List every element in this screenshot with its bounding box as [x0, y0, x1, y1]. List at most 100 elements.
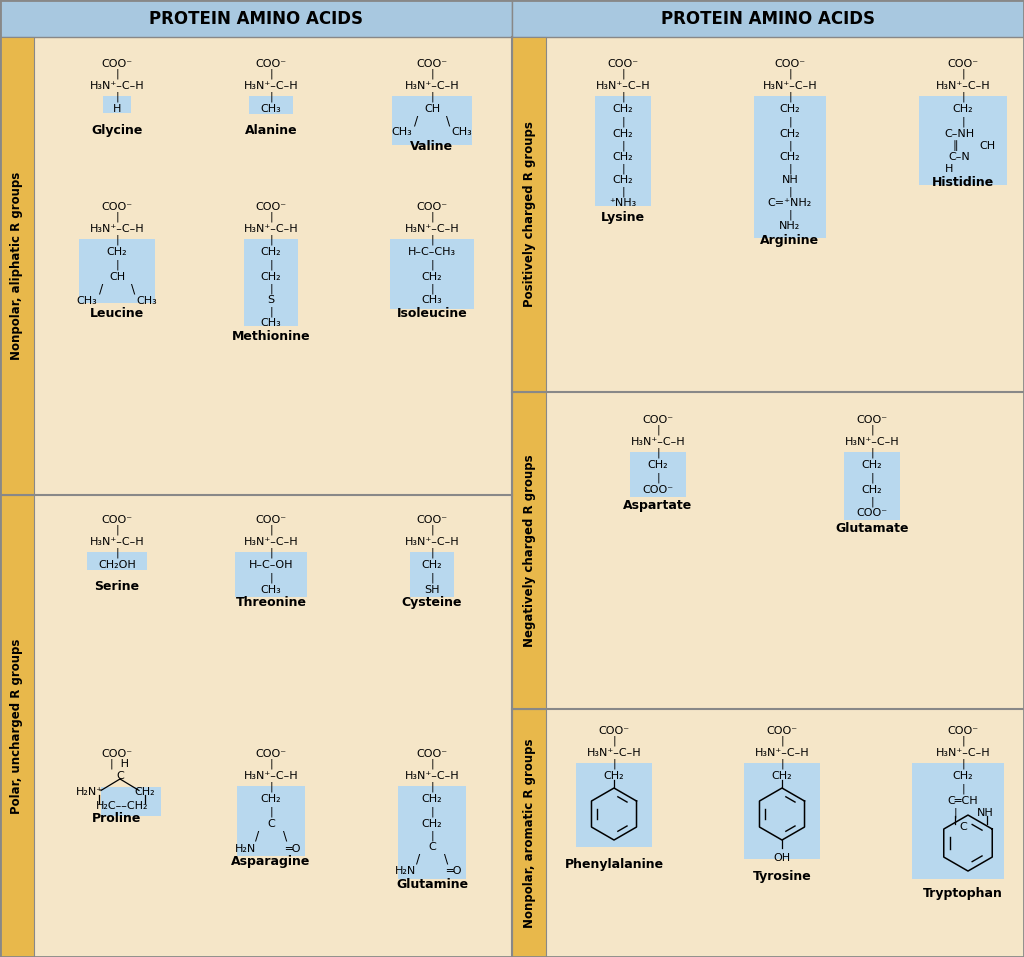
- Text: Tyrosine: Tyrosine: [753, 870, 811, 882]
- Text: H–C–CH₃: H–C–CH₃: [408, 247, 456, 256]
- Text: H₃N⁺–C–H: H₃N⁺–C–H: [244, 224, 298, 234]
- Bar: [912, 763, 1004, 879]
- Text: |: |: [622, 69, 625, 79]
- Text: |: |: [430, 211, 434, 222]
- Text: |: |: [430, 69, 434, 79]
- Text: SH: SH: [424, 585, 439, 595]
- Text: H₂N⁺: H₂N⁺: [76, 788, 102, 797]
- Text: Alanine: Alanine: [245, 124, 297, 137]
- Text: \: \: [131, 283, 135, 296]
- Text: H₂N: H₂N: [395, 866, 417, 877]
- Bar: [244, 239, 298, 325]
- Text: |: |: [430, 573, 434, 584]
- Text: |: |: [962, 736, 965, 746]
- Text: |: |: [612, 759, 615, 769]
- Text: Aspartate: Aspartate: [624, 499, 692, 512]
- Text: |: |: [870, 473, 873, 483]
- Text: H₃N⁺–C–H: H₃N⁺–C–H: [596, 80, 650, 91]
- Text: |: |: [788, 69, 792, 79]
- Text: CH₃: CH₃: [452, 127, 472, 137]
- Bar: [234, 552, 307, 597]
- Text: CH₂: CH₂: [106, 247, 127, 256]
- Text: H₃N⁺–C–H: H₃N⁺–C–H: [936, 747, 990, 758]
- Text: CH₂: CH₂: [422, 819, 442, 829]
- Text: |: |: [115, 92, 119, 102]
- Bar: [512, 0, 1024, 37]
- Text: ═O: ═O: [446, 866, 462, 877]
- Text: CH₂: CH₂: [648, 459, 669, 470]
- Text: /: /: [99, 283, 103, 296]
- Text: |: |: [430, 234, 434, 245]
- Text: CH₂: CH₂: [135, 788, 156, 797]
- Text: H₃N⁺–C–H: H₃N⁺–C–H: [244, 80, 298, 91]
- Text: CH₂: CH₂: [612, 175, 633, 185]
- Text: COO⁻: COO⁻: [255, 749, 287, 759]
- Text: CH₃: CH₃: [261, 103, 282, 114]
- Text: \: \: [283, 830, 287, 843]
- Text: |: |: [269, 211, 272, 222]
- Text: |: |: [430, 759, 434, 769]
- Text: COO⁻: COO⁻: [101, 749, 132, 759]
- Bar: [919, 96, 1007, 186]
- Polygon shape: [592, 788, 637, 840]
- Text: H₃N⁺–C–H: H₃N⁺–C–H: [404, 80, 460, 91]
- Text: Proline: Proline: [92, 812, 141, 825]
- Text: COO⁻: COO⁻: [255, 515, 287, 525]
- Text: |: |: [962, 784, 965, 794]
- Text: NH₂: NH₂: [779, 221, 801, 231]
- Text: H₃N⁺–C–H: H₃N⁺–C–H: [404, 770, 460, 781]
- Text: CH₂: CH₂: [861, 459, 883, 470]
- Text: |: |: [430, 283, 434, 294]
- Text: |: |: [115, 69, 119, 79]
- Polygon shape: [944, 815, 992, 871]
- Text: |  H: | H: [111, 759, 129, 769]
- Text: |: |: [780, 759, 783, 769]
- Text: |: |: [962, 92, 965, 102]
- Text: |: |: [115, 234, 119, 245]
- Text: CH₃: CH₃: [261, 585, 282, 595]
- Text: COO⁻: COO⁻: [856, 508, 888, 518]
- Bar: [595, 96, 651, 206]
- Text: Negatively charged R groups: Negatively charged R groups: [522, 455, 536, 647]
- Text: NH: NH: [977, 808, 993, 817]
- Text: |: |: [269, 283, 272, 294]
- Bar: [744, 763, 820, 858]
- Text: |: |: [269, 547, 272, 558]
- Text: CH₂: CH₂: [861, 485, 883, 495]
- Bar: [392, 96, 472, 145]
- Text: |: |: [953, 808, 956, 818]
- Text: |: |: [622, 141, 625, 151]
- Text: Asparagine: Asparagine: [231, 856, 310, 869]
- Text: CH₂: CH₂: [422, 560, 442, 569]
- Text: H₃N⁺–C–H: H₃N⁺–C–H: [244, 537, 298, 546]
- Text: OH: OH: [773, 853, 791, 863]
- Text: \: \: [443, 853, 449, 866]
- Text: |: |: [622, 117, 625, 127]
- Bar: [0, 0, 512, 37]
- Text: |: |: [269, 69, 272, 79]
- Text: COO⁻: COO⁻: [947, 59, 979, 69]
- Bar: [754, 96, 826, 238]
- Text: |: |: [430, 92, 434, 102]
- Text: /: /: [255, 830, 259, 843]
- Bar: [87, 552, 147, 570]
- Bar: [844, 452, 900, 520]
- Bar: [101, 787, 161, 816]
- Text: H₃N⁺–C–H: H₃N⁺–C–H: [763, 80, 817, 91]
- Text: Glutamate: Glutamate: [836, 522, 908, 535]
- Text: CH₂: CH₂: [612, 129, 633, 139]
- Text: COO⁻: COO⁻: [642, 415, 674, 425]
- Text: |: |: [269, 782, 272, 792]
- Text: CH₂OH: CH₂OH: [98, 560, 136, 569]
- Text: COO⁻: COO⁻: [255, 202, 287, 212]
- Text: ═O: ═O: [286, 843, 301, 854]
- Text: Tryptophan: Tryptophan: [923, 886, 1002, 900]
- Text: Threonine: Threonine: [236, 596, 306, 609]
- Text: NH: NH: [781, 175, 799, 185]
- Text: Glutamine: Glutamine: [396, 879, 468, 892]
- Text: /: /: [414, 114, 418, 127]
- Bar: [390, 239, 474, 309]
- Text: |: |: [788, 187, 792, 197]
- Text: Positively charged R groups: Positively charged R groups: [522, 122, 536, 307]
- Text: |: |: [269, 306, 272, 317]
